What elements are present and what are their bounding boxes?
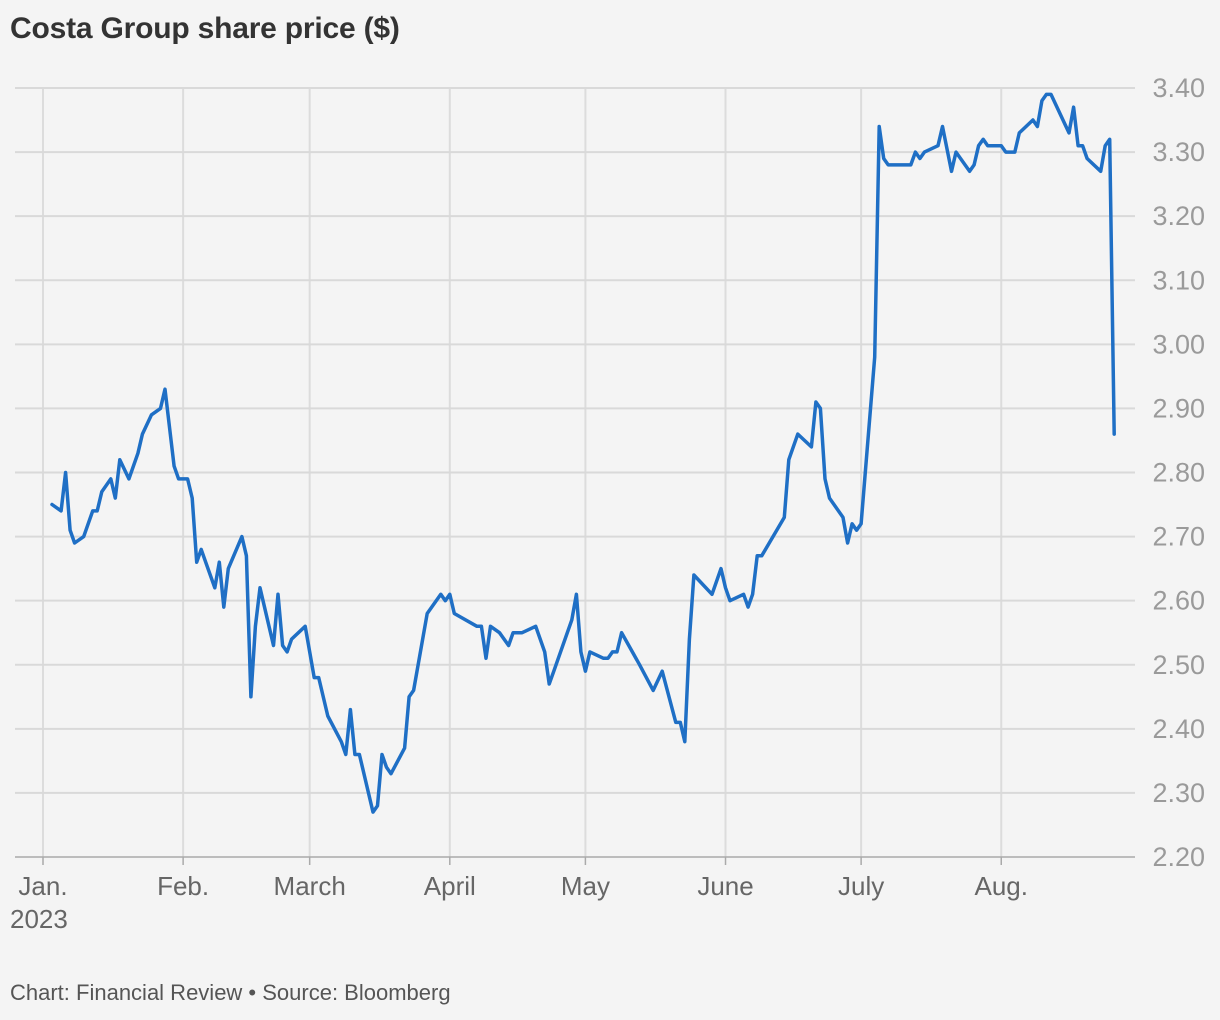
chart-source-footer: Chart: Financial Review • Source: Bloomb… xyxy=(10,980,451,1005)
y-tick-label: 2.40 xyxy=(1152,714,1205,744)
y-tick-label: 2.70 xyxy=(1152,522,1205,552)
y-tick-label: 2.90 xyxy=(1152,393,1205,423)
x-tick-label: May xyxy=(561,871,610,901)
chart-title: Costa Group share price ($) xyxy=(10,12,400,45)
price-series-line xyxy=(50,92,1116,814)
y-tick-label: 3.40 xyxy=(1152,73,1205,103)
x-tick-label: Jan. xyxy=(18,871,67,901)
y-tick-label: 3.20 xyxy=(1152,201,1205,231)
y-tick-label: 3.30 xyxy=(1152,137,1205,167)
y-tick-label: 3.00 xyxy=(1152,329,1205,359)
x-tick-label: March xyxy=(274,871,346,901)
x-tick-year-label: 2023 xyxy=(10,904,68,934)
y-tick-label: 2.50 xyxy=(1152,650,1205,680)
y-tick-label: 2.60 xyxy=(1152,586,1205,616)
x-tick-label: June xyxy=(697,871,753,901)
x-tick-label: April xyxy=(424,871,476,901)
x-tick-label: Aug. xyxy=(974,871,1028,901)
y-tick-label: 2.80 xyxy=(1152,458,1205,488)
y-tick-label: 3.10 xyxy=(1152,265,1205,295)
x-tick-label: July xyxy=(838,871,884,901)
y-tick-label: 2.30 xyxy=(1152,778,1205,808)
y-tick-label: 2.20 xyxy=(1152,842,1205,872)
x-tick-label: Feb. xyxy=(157,871,209,901)
